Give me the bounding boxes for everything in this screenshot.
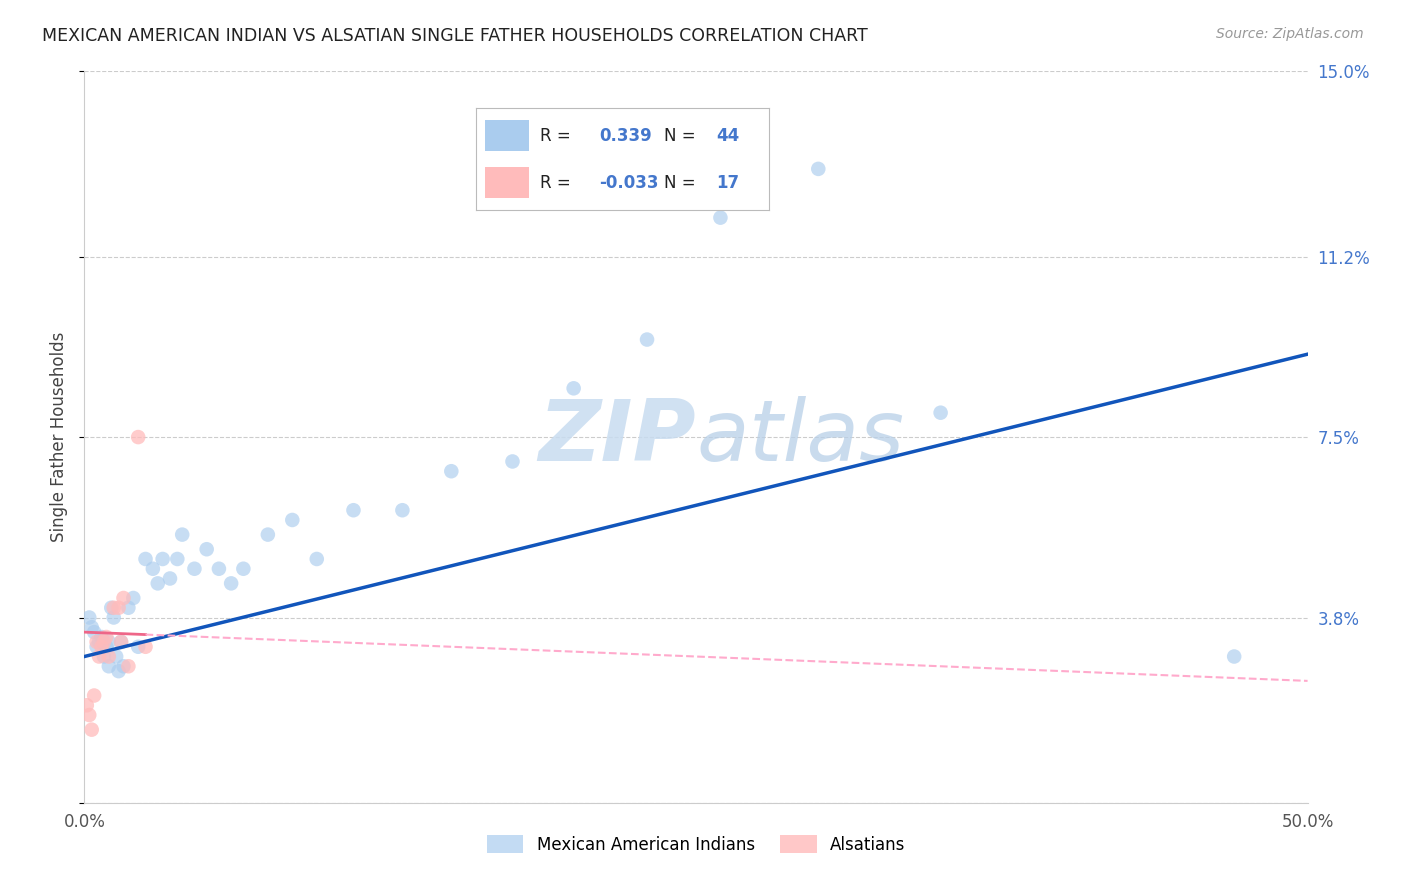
Point (440, 464, 463, 478)
Point (107, 600, 129, 615)
Point (195, 542, 218, 557)
Point (146, 576, 169, 591)
Point (77, 708, 100, 723)
Point (93, 649, 115, 664)
Point (96, 630, 118, 644)
Point (135, 552, 157, 566)
Point (97, 635, 120, 649)
Point (502, 454, 524, 468)
Point (90, 630, 112, 644)
Point (807, 161, 830, 176)
Legend: Mexican American Indians, Alsatians: Mexican American Indians, Alsatians (479, 829, 912, 860)
Point (87, 635, 110, 649)
Point (103, 600, 125, 615)
Point (135, 640, 157, 654)
Point (110, 635, 132, 649)
Point (83, 625, 105, 640)
Point (159, 572, 181, 586)
Text: MEXICAN AMERICAN INDIAN VS ALSATIAN SINGLE FATHER HOUSEHOLDS CORRELATION CHART: MEXICAN AMERICAN INDIAN VS ALSATIAN SING… (42, 27, 868, 45)
Point (80, 723, 103, 737)
Point (77, 610, 100, 624)
Point (183, 562, 205, 576)
Point (107, 664, 129, 678)
Point (93, 635, 115, 649)
Text: Source: ZipAtlas.com: Source: ZipAtlas.com (1216, 27, 1364, 41)
Point (127, 430, 149, 444)
Point (562, 381, 585, 395)
Point (305, 552, 328, 566)
Point (90, 640, 112, 654)
Point (208, 562, 231, 576)
Point (929, 406, 952, 420)
Point (1223, 649, 1246, 664)
Point (80, 620, 103, 634)
Point (117, 600, 139, 615)
Point (152, 552, 174, 566)
Point (97, 659, 120, 673)
Text: atlas: atlas (696, 395, 904, 479)
Point (127, 640, 149, 654)
Point (342, 503, 364, 517)
Point (112, 659, 135, 673)
Point (97, 649, 120, 664)
Point (76, 698, 98, 713)
Point (112, 591, 135, 605)
Point (103, 610, 125, 624)
Point (636, 333, 658, 347)
Point (142, 562, 165, 576)
Point (281, 513, 304, 527)
Point (83, 689, 105, 703)
Point (100, 600, 122, 615)
Point (86, 640, 108, 654)
Point (96, 640, 118, 654)
Point (257, 527, 280, 541)
Point (86, 635, 108, 649)
Point (87, 649, 110, 664)
Point (391, 503, 413, 517)
Point (232, 562, 254, 576)
Point (110, 635, 132, 649)
Point (219, 576, 242, 591)
Point (172, 527, 194, 541)
Text: ZIP: ZIP (538, 395, 696, 479)
Point (166, 552, 188, 566)
Y-axis label: Single Father Households: Single Father Households (51, 332, 69, 542)
Point (709, 211, 731, 225)
Point (105, 649, 128, 664)
Point (117, 659, 139, 673)
Point (122, 591, 145, 605)
